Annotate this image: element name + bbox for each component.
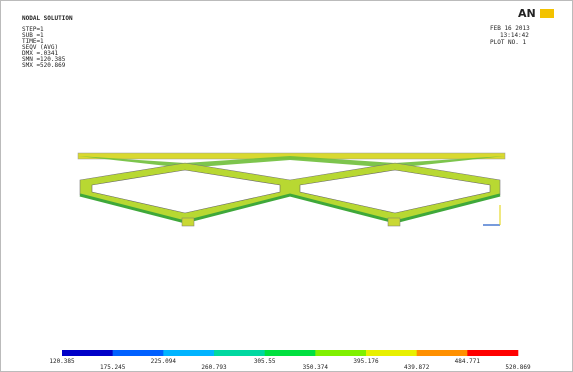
stamp-date: FEB 16 2013: [490, 25, 530, 32]
stamp-time: 13:14:42: [500, 32, 529, 39]
legend-swatch: [163, 350, 214, 356]
logo-mark: [540, 9, 554, 18]
legend-label: 305.55: [254, 358, 276, 365]
legend-label: 175.245: [100, 364, 126, 371]
legend-swatch: [62, 350, 113, 356]
legend-label: 260.793: [201, 364, 227, 371]
legend-label: 120.385: [49, 358, 75, 365]
legend-label: 350.374: [303, 364, 329, 371]
legend-swatch: [467, 350, 518, 356]
legend-swatch: [214, 350, 265, 356]
title: NODAL SOLUTION: [22, 15, 73, 22]
logo: AN: [518, 7, 536, 20]
legend-label: 395.176: [353, 358, 379, 365]
legend-swatch: [315, 350, 366, 356]
legend-label: 520.869: [505, 364, 531, 371]
legend-swatch: [265, 350, 316, 356]
stamp-plot: PLOT NO. 1: [490, 39, 527, 46]
legend-swatch: [113, 350, 164, 356]
legend-label: 225.094: [151, 358, 177, 365]
legend-swatch: [366, 350, 417, 356]
info-line: SMX =520.869: [22, 62, 66, 69]
node: [388, 218, 400, 226]
screen: NODAL SOLUTION STEP=1SUB =1TIME=1SEQV (A…: [0, 0, 573, 372]
legend-swatch: [417, 350, 468, 356]
legend-label: 439.872: [404, 364, 430, 371]
legend-label: 484.771: [455, 358, 481, 365]
node: [182, 218, 194, 226]
